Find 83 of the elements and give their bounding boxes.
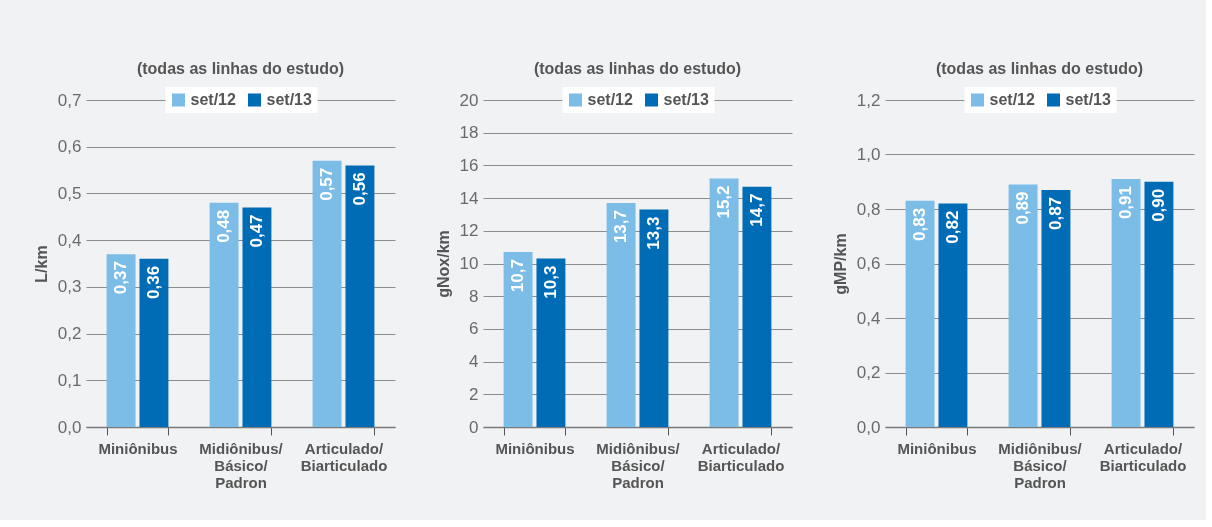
- y-tick-label: 0: [469, 417, 479, 437]
- data-label: 13,7: [611, 210, 631, 244]
- bar: [1008, 184, 1038, 427]
- bar: [639, 209, 669, 427]
- data-label: 14,7: [746, 193, 766, 227]
- x-tick-label: Miniônibus: [495, 439, 575, 457]
- data-label: 15,2: [714, 185, 734, 219]
- bar: [1111, 179, 1141, 427]
- data-label: 0,56: [349, 172, 369, 206]
- y-tick-label: 8: [469, 286, 479, 306]
- y-axis-title: gNox/km: [434, 230, 452, 298]
- x-tick-label: Articulado/Biarticulado: [697, 439, 785, 474]
- y-tick-label: 0,3: [57, 277, 82, 297]
- bar: [742, 186, 772, 427]
- bar: [606, 203, 636, 427]
- legend-label: set/13: [1065, 91, 1111, 108]
- y-tick-label: 12: [459, 221, 479, 241]
- y-tick-label: 0,0: [57, 417, 82, 437]
- y-tick-label: 10: [459, 254, 479, 273]
- legend-label: set/13: [266, 91, 312, 108]
- y-tick-label: 0,2: [856, 363, 881, 382]
- chart-title: (todas as linhas do estudo): [935, 60, 1144, 77]
- x-tick-label: Articulado/Biarticulado: [300, 439, 388, 474]
- y-tick-label: 0,6: [856, 254, 881, 273]
- y-tick-label: 14: [459, 188, 479, 208]
- chart-title: (todas as linhas do estudo): [136, 60, 345, 77]
- y-tick-label: 0,7: [57, 90, 82, 110]
- data-label: 0,91: [1116, 186, 1136, 220]
- data-label: 13,3: [643, 216, 663, 250]
- bar: [503, 252, 533, 427]
- bar: [312, 160, 342, 427]
- legend-label: set/12: [587, 91, 633, 108]
- y-axis-title: L/km: [32, 245, 50, 283]
- data-label: 0,82: [942, 210, 962, 244]
- y-tick-label: 4: [469, 352, 479, 372]
- y-tick-label: 0,0: [856, 417, 881, 437]
- x-tick-label: Midiônibus/Básico/Padron: [998, 439, 1083, 491]
- x-tick-label: Miniônibus: [98, 439, 178, 457]
- bar: [709, 178, 739, 427]
- y-tick-label: 1,0: [856, 145, 881, 164]
- bar: [1144, 181, 1174, 427]
- y-tick-label: 2: [469, 384, 479, 404]
- data-label: 0,37: [111, 261, 131, 295]
- x-tick-label: Midiônibus/Básico/Padron: [596, 439, 681, 491]
- bar: [209, 202, 239, 427]
- bar: [1041, 189, 1071, 427]
- legend-label: set/13: [663, 91, 709, 108]
- data-label: 0,89: [1013, 191, 1033, 225]
- bar: [345, 165, 375, 427]
- y-tick-label: 1,2: [856, 90, 881, 110]
- data-label: 0,87: [1045, 196, 1065, 231]
- data-label: 10,7: [508, 259, 528, 293]
- y-tick-label: 0,1: [57, 370, 82, 390]
- y-axis-title: gMP/km: [831, 233, 849, 295]
- data-label: 0,57: [317, 167, 337, 201]
- bar: [938, 203, 968, 427]
- x-tick-label: Midiônibus/Básico/Padron: [199, 439, 284, 491]
- legend-label: set/12: [989, 91, 1035, 108]
- y-tick-label: 0,5: [57, 183, 82, 203]
- y-tick-label: 18: [459, 123, 479, 143]
- bar: [905, 200, 935, 427]
- y-tick-label: 0,4: [57, 230, 82, 250]
- bar: [106, 254, 136, 427]
- chart-title: (todas as linhas do estudo): [533, 60, 742, 77]
- y-tick-label: 0,2: [57, 324, 82, 344]
- y-tick-label: 0,8: [856, 199, 881, 219]
- data-label: 10,3: [540, 265, 560, 299]
- data-label: 0,36: [143, 265, 163, 299]
- data-label: 0,90: [1148, 188, 1168, 222]
- y-tick-label: 16: [459, 155, 479, 175]
- bar: [536, 258, 566, 427]
- y-tick-label: 0,4: [856, 308, 881, 328]
- y-tick-label: 6: [469, 319, 479, 339]
- data-label: 0,83: [910, 207, 930, 241]
- y-tick-label: 20: [459, 90, 479, 110]
- bar: [242, 207, 272, 427]
- legend-label: set/12: [190, 91, 236, 108]
- x-tick-label: Articulado/Biarticulado: [1099, 439, 1187, 474]
- data-label: 0,48: [214, 209, 234, 243]
- x-tick-label: Miniônibus: [897, 439, 977, 457]
- bar: [139, 258, 169, 427]
- y-tick-label: 0,6: [57, 137, 82, 157]
- data-label: 0,47: [246, 214, 266, 248]
